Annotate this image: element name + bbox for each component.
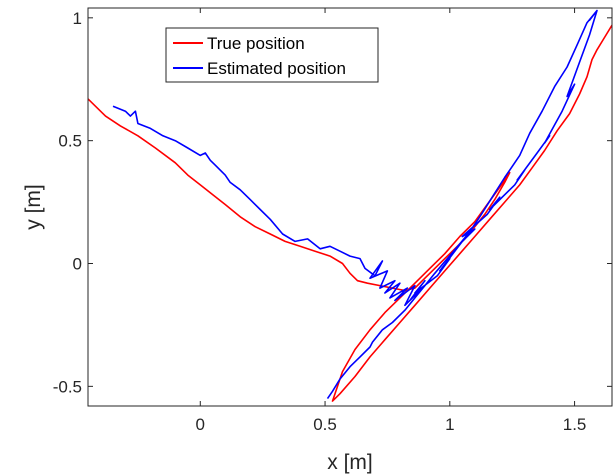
series-line-estimated-position	[112, 9, 598, 400]
series-line-true-position	[88, 24, 612, 402]
y-tick-label: 0	[73, 255, 82, 274]
legend-label-estimated: Estimated position	[207, 59, 346, 78]
legend: True position Estimated position	[165, 27, 379, 83]
x-axis-label: x [m]	[327, 451, 373, 474]
x-tick-label: 0.5	[313, 415, 337, 434]
x-tick-label: 0	[196, 415, 205, 434]
y-tick-label: 0.5	[58, 132, 82, 151]
legend-label-true: True position	[207, 34, 305, 53]
y-axis-label: y [m]	[22, 184, 45, 230]
y-tick-label: 1	[73, 9, 82, 28]
legend-box	[165, 27, 379, 83]
y-tick-label: -0.5	[53, 377, 82, 396]
series-layer	[88, 9, 612, 402]
tick-layer: 0 0.5 1 1.5 -0.5 0 0.5 1	[53, 8, 612, 434]
x-tick-label: 1	[445, 415, 454, 434]
x-tick-label: 1.5	[563, 415, 587, 434]
plot-frame	[87, 7, 613, 407]
